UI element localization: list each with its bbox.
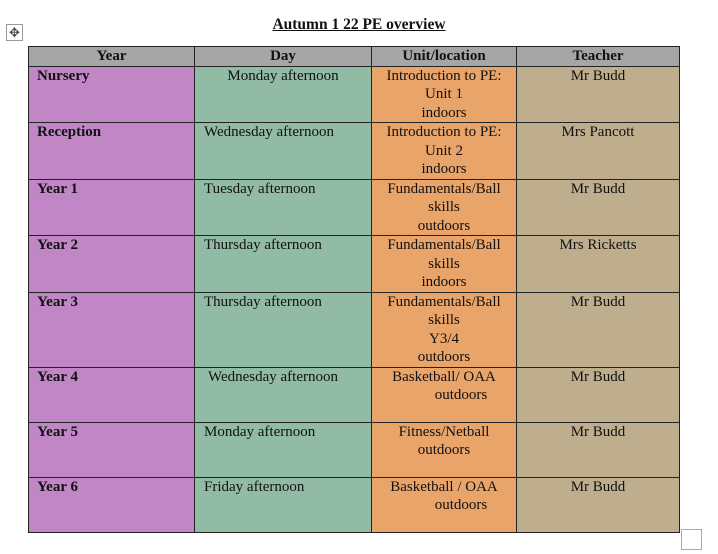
unit-line: outdoors — [417, 349, 471, 365]
unit-line: Fundamentals/Ball — [387, 237, 501, 253]
header-year: Year — [28, 46, 195, 67]
year-cell: Year 1 — [28, 178, 195, 236]
unit-line: Basketball/ OAA — [392, 368, 496, 385]
unit-line: Introduction to PE: — [386, 67, 502, 84]
unit-cell: Fundamentals/Ball skills outdoors — [371, 178, 517, 236]
unit-line: Fundamentals/Ball — [387, 293, 501, 310]
teacher-cell: Mrs Pancott — [516, 122, 680, 180]
year-cell: Year 4 — [28, 366, 195, 423]
unit-cell: Introduction to PE: Unit 2 indoors — [371, 122, 517, 180]
unit-line: outdoors — [417, 217, 471, 234]
unit-line: indoors — [421, 274, 467, 290]
table-row: Year 2 Thursday afternoon Fundamentals/Bal… — [28, 235, 680, 293]
unit-line: skills — [428, 199, 460, 215]
unit-line: Fundamentals/Ball — [387, 180, 501, 197]
table-row: Year 5 Monday afternoon Fitness/Netball out… — [28, 421, 680, 478]
unit-line: Unit 1 — [425, 86, 463, 102]
unit-cell: Introduction to PE: Unit 1 indoors — [371, 65, 517, 123]
year-cell: Year 6 — [28, 476, 195, 533]
day-cell: Monday afternoon — [194, 65, 372, 123]
unit-line: Basketball / OAA — [390, 478, 498, 495]
unit-line: indoors — [421, 161, 467, 177]
unit-cell: Fundamentals/Ball skills Y3/4 outdoors — [371, 291, 517, 368]
header-row: Year Day Unit/location Teacher — [28, 46, 680, 67]
teacher-cell: Mr Budd — [516, 65, 680, 123]
table-row: Year 6 Friday afternoon Basketball / OAA ou… — [28, 476, 680, 533]
unit-cell: Fundamentals/Ball skills indoors — [371, 235, 517, 293]
unit-line: Introduction to PE: — [386, 124, 502, 140]
unit-line: skills — [428, 312, 460, 328]
year-cell: Reception — [28, 122, 195, 180]
unit-line: Y3/4 — [429, 330, 459, 347]
header-unit: Unit/location — [371, 46, 517, 67]
table-row: Year 4 Wednesday afternoon Basketball/ OAA… — [28, 366, 680, 423]
table-row: Reception Wednesday afternoon Introduction… — [28, 122, 680, 180]
table-row: Nursery Monday afternoon Introduction to P… — [28, 65, 680, 123]
year-cell: Year 5 — [28, 421, 195, 478]
day-cell: Wednesday afternoon — [194, 366, 372, 423]
teacher-cell: Mrs Ricketts — [516, 235, 680, 293]
table-move-handle-icon[interactable]: ✥ — [6, 24, 23, 41]
unit-line: skills — [428, 255, 460, 272]
day-cell: Friday afternoon — [194, 476, 372, 533]
unit-cell: Basketball/ OAA outdoors — [371, 366, 517, 423]
unit-line: outdoors — [434, 497, 488, 513]
page-title: Autumn 1 22 PE overview — [0, 16, 718, 34]
unit-line: Fitness/Netball — [398, 423, 490, 440]
year-cell: Nursery — [28, 65, 195, 123]
teacher-cell: Mr Budd — [516, 366, 680, 423]
header-day: Day — [194, 46, 372, 67]
title-text: Autumn 1 22 PE overview — [272, 16, 446, 33]
header-teacher: Teacher — [516, 46, 680, 67]
unit-line: Unit 2 — [425, 142, 463, 159]
unit-line: outdoors — [417, 442, 471, 458]
day-cell: Thursday afternoon — [194, 291, 372, 368]
teacher-cell: Mr Budd — [516, 291, 680, 368]
teacher-cell: Mr Budd — [516, 421, 680, 478]
unit-cell: Fitness/Netball outdoors — [371, 421, 517, 478]
table-resize-handle[interactable] — [681, 529, 702, 550]
pe-overview-table: Year Day Unit/location Teacher Nursery Mo… — [28, 46, 680, 533]
teacher-cell: Mr Budd — [516, 178, 680, 236]
day-cell: Tuesday afternoon — [194, 178, 372, 236]
year-cell: Year 3 — [28, 291, 195, 368]
day-cell: Monday afternoon — [194, 421, 372, 478]
table-row: Year 3 Thursday afternoon Fundamentals/Bal… — [28, 291, 680, 368]
unit-line: outdoors — [434, 387, 488, 403]
unit-cell: Basketball / OAA outdoors — [371, 476, 517, 533]
teacher-cell: Mr Budd — [516, 476, 680, 533]
year-cell: Year 2 — [28, 235, 195, 293]
table-row: Year 1 Tuesday afternoon Fundamentals/Ball… — [28, 178, 680, 236]
day-cell: Thursday afternoon — [194, 235, 372, 293]
day-cell: Wednesday afternoon — [194, 122, 372, 180]
unit-line: indoors — [421, 104, 467, 121]
